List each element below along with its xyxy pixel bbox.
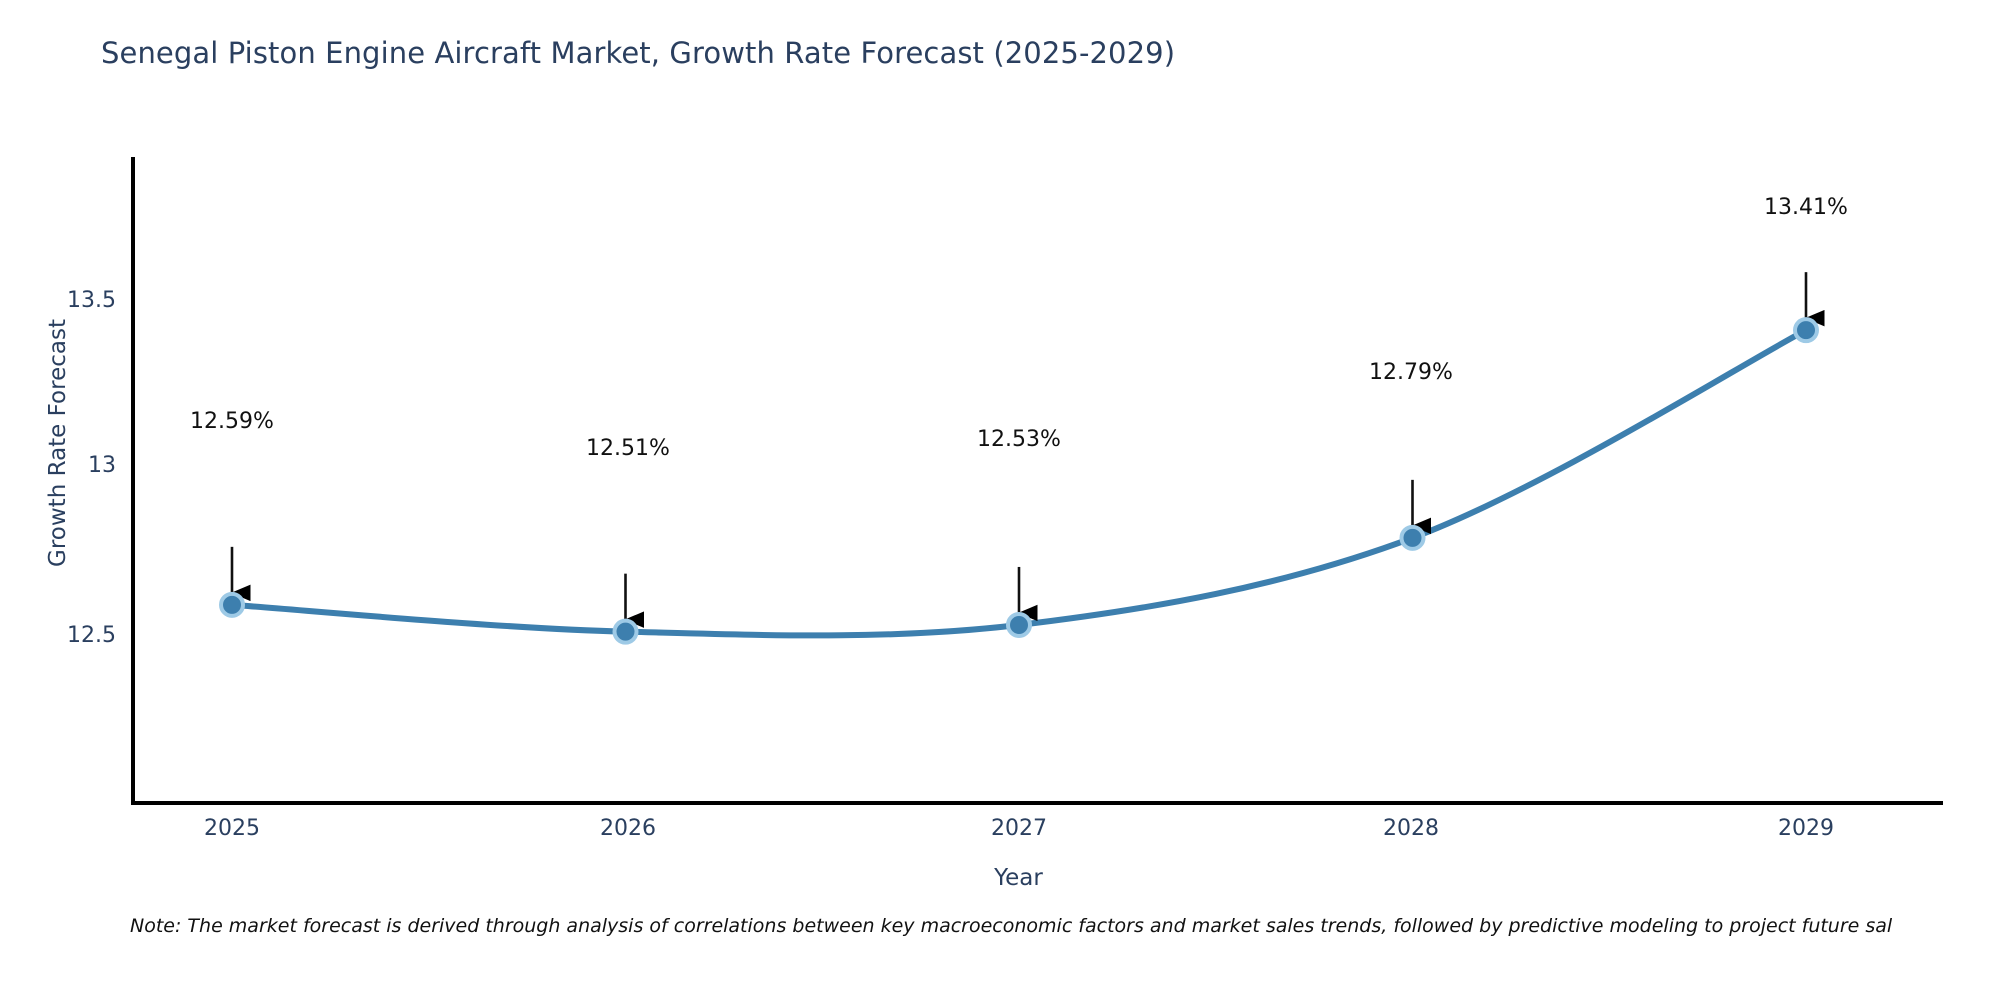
y-tick-label: 13: [88, 453, 116, 478]
x-tick-label: 2028: [1383, 816, 1439, 841]
y-tick-label: 13.5: [67, 288, 116, 313]
x-tick-label: 2025: [204, 816, 260, 841]
point-value-label: 12.79%: [1369, 360, 1453, 385]
y-axis-line: [131, 157, 135, 805]
footnote: Note: The market forecast is derived thr…: [130, 915, 1893, 937]
series-line: [229, 327, 1809, 639]
data-point-group: [219, 317, 1819, 645]
x-tick-label: 2026: [600, 816, 656, 841]
data-point-marker[interactable]: [1006, 611, 1032, 638]
x-axis-line: [131, 801, 1943, 805]
x-axis-title: Year: [994, 865, 1043, 891]
point-value-label: 12.51%: [586, 436, 670, 461]
x-tick-label: 2029: [1778, 816, 1834, 841]
data-point-marker[interactable]: [1793, 317, 1819, 344]
chart-title: Senegal Piston Engine Aircraft Market, G…: [101, 36, 1176, 70]
y-tick-label: 12.5: [67, 623, 116, 648]
data-point-marker[interactable]: [612, 618, 639, 645]
data-point-marker[interactable]: [1399, 524, 1426, 551]
data-point-marker[interactable]: [219, 591, 245, 618]
x-tick-label: 2027: [991, 816, 1047, 841]
point-value-label: 13.41%: [1764, 195, 1848, 220]
point-value-label: 12.53%: [977, 427, 1061, 452]
point-value-label: 12.59%: [190, 409, 274, 434]
